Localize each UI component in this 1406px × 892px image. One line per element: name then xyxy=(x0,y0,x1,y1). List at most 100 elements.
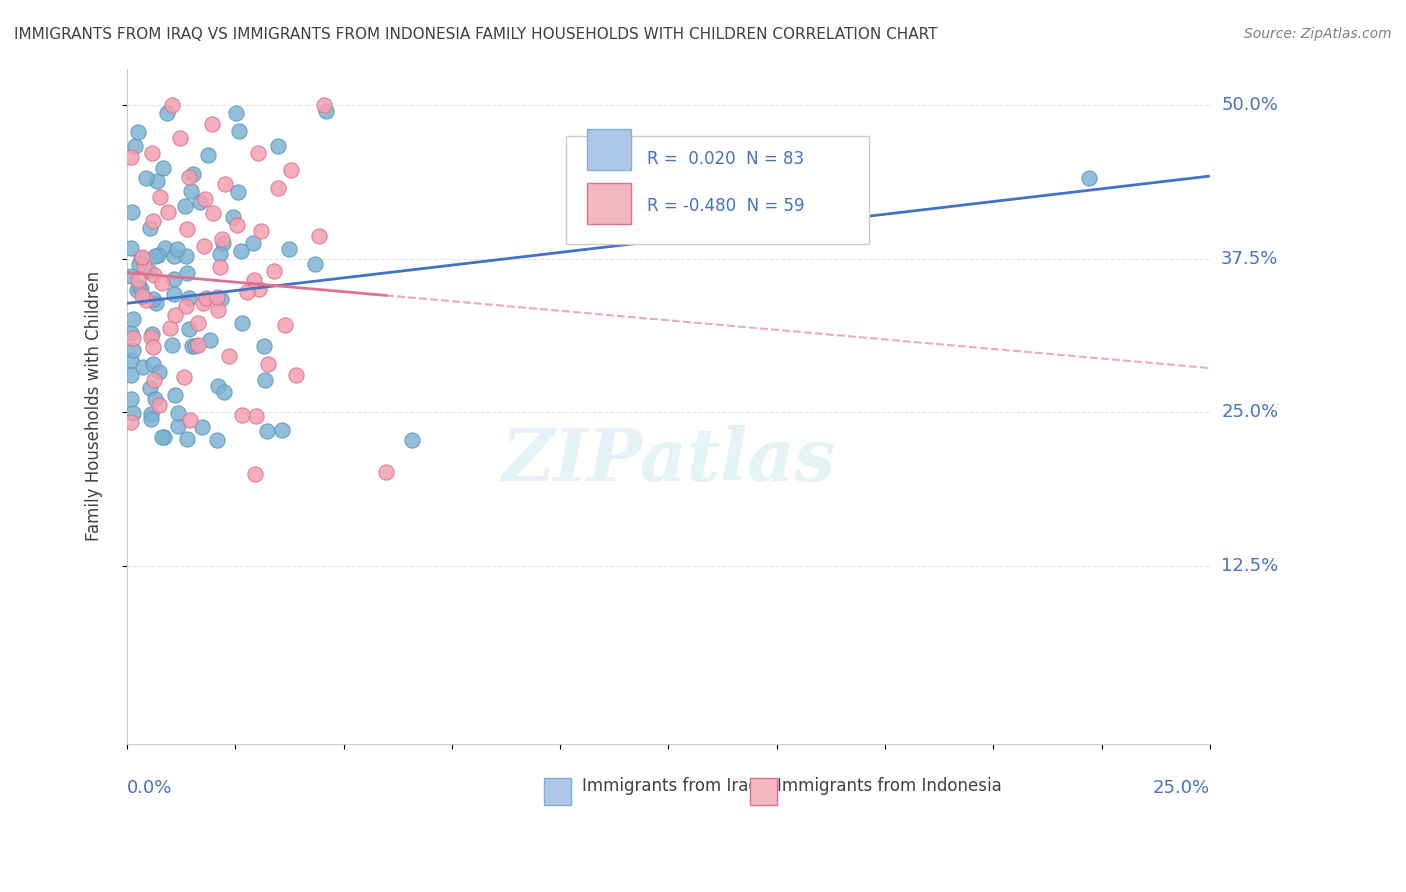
Point xyxy=(143,268,166,282)
Point xyxy=(271,424,294,438)
Point xyxy=(208,247,231,261)
Point xyxy=(209,292,232,306)
Point xyxy=(267,139,290,153)
Text: R =  0.020  N = 83: R = 0.020 N = 83 xyxy=(647,150,804,168)
Y-axis label: Family Households with Children: Family Households with Children xyxy=(86,271,103,541)
Text: Immigrants from Indonesia: Immigrants from Indonesia xyxy=(776,777,1001,795)
Point xyxy=(160,338,183,352)
Point xyxy=(401,434,423,448)
FancyBboxPatch shape xyxy=(544,778,571,805)
Point xyxy=(207,303,229,318)
Point xyxy=(197,148,219,162)
Point xyxy=(141,145,163,160)
Text: Immigrants from Iraq: Immigrants from Iraq xyxy=(582,777,759,795)
Point xyxy=(149,190,172,204)
Point xyxy=(243,467,266,481)
Point xyxy=(314,98,336,112)
Point xyxy=(128,280,150,294)
Point xyxy=(143,249,166,263)
Point xyxy=(201,116,224,130)
Point xyxy=(205,290,228,304)
Point xyxy=(253,339,276,353)
Point xyxy=(166,242,188,256)
Point xyxy=(245,409,267,424)
Point xyxy=(162,272,184,286)
Point xyxy=(214,177,236,191)
Point xyxy=(191,420,214,434)
Text: 0.0%: 0.0% xyxy=(127,779,173,797)
Point xyxy=(131,282,153,296)
Text: 37.5%: 37.5% xyxy=(1222,250,1278,268)
Point xyxy=(131,250,153,264)
Point xyxy=(155,106,177,120)
Point xyxy=(142,340,165,354)
Point xyxy=(139,407,162,421)
Text: 50.0%: 50.0% xyxy=(1222,96,1278,114)
Point xyxy=(193,239,215,253)
FancyBboxPatch shape xyxy=(588,184,630,224)
Point xyxy=(179,322,201,336)
Point xyxy=(146,174,169,188)
Point xyxy=(194,291,217,305)
Point xyxy=(153,241,176,255)
Point xyxy=(174,249,197,263)
Point xyxy=(207,378,229,392)
Text: 25.0%: 25.0% xyxy=(1222,403,1278,421)
Point xyxy=(194,192,217,206)
Point xyxy=(249,224,271,238)
Point xyxy=(120,241,142,255)
Point xyxy=(162,98,184,112)
Point xyxy=(138,221,160,235)
Text: R = -0.480  N = 59: R = -0.480 N = 59 xyxy=(647,197,804,215)
Point xyxy=(173,370,195,384)
Point xyxy=(166,419,188,434)
Point xyxy=(145,295,167,310)
Point xyxy=(122,343,145,357)
Point xyxy=(198,333,221,347)
Text: Source: ZipAtlas.com: Source: ZipAtlas.com xyxy=(1244,27,1392,41)
Point xyxy=(187,338,209,352)
FancyBboxPatch shape xyxy=(565,136,869,244)
Point xyxy=(141,326,163,341)
Point xyxy=(173,199,195,213)
Point xyxy=(229,244,252,259)
Point xyxy=(184,339,207,353)
Point xyxy=(278,242,301,256)
Point xyxy=(205,433,228,447)
Point xyxy=(120,326,142,341)
Point xyxy=(177,291,200,305)
Point xyxy=(148,365,170,379)
Point xyxy=(141,412,163,426)
Point xyxy=(127,273,149,287)
Text: 12.5%: 12.5% xyxy=(1222,557,1278,574)
Point xyxy=(148,248,170,262)
Point xyxy=(256,425,278,439)
Point xyxy=(176,266,198,280)
Point xyxy=(208,260,231,274)
FancyBboxPatch shape xyxy=(588,129,630,169)
Point xyxy=(129,252,152,266)
Point xyxy=(267,181,290,195)
Point xyxy=(139,381,162,395)
Point xyxy=(187,316,209,330)
Point xyxy=(174,299,197,313)
Point xyxy=(120,415,142,429)
Point xyxy=(180,184,202,198)
Point xyxy=(122,331,145,345)
Point xyxy=(225,105,247,120)
Text: 25.0%: 25.0% xyxy=(1153,779,1211,797)
Point xyxy=(120,150,142,164)
Point xyxy=(163,286,186,301)
Point xyxy=(231,409,253,423)
Point xyxy=(177,169,200,184)
Point xyxy=(150,430,173,444)
Point xyxy=(218,349,240,363)
Point xyxy=(125,284,148,298)
Point xyxy=(226,186,249,200)
Point xyxy=(246,146,269,161)
Point xyxy=(257,357,280,371)
Point xyxy=(304,257,326,271)
Point xyxy=(169,131,191,145)
Point xyxy=(188,195,211,210)
Point xyxy=(225,219,247,233)
